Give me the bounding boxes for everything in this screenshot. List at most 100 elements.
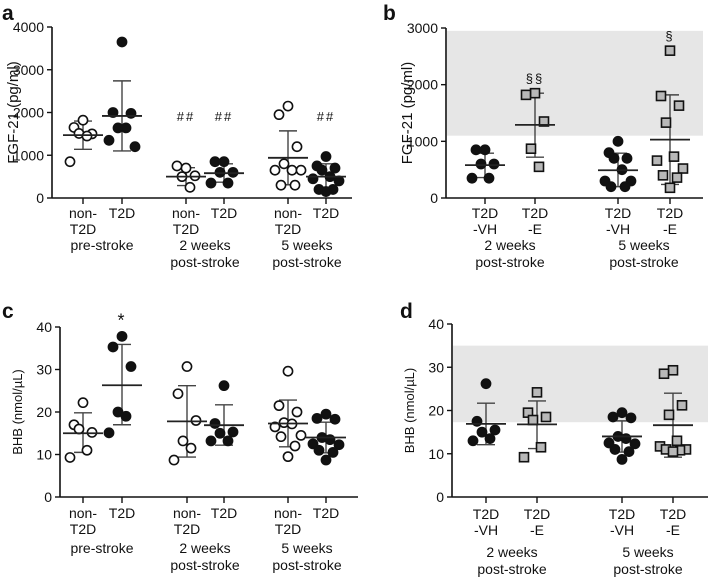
data-point [222,435,234,447]
data-point [222,177,234,189]
data-point [488,158,500,170]
x-tick-label: -VH [474,522,498,538]
x-tick-label: T2D [211,205,237,221]
x-tick-label: non- [173,505,201,521]
data-point [273,109,285,121]
significance-annotation: §§ [526,71,544,86]
group-label: post-stroke [613,561,682,577]
data-point [605,181,617,193]
data-point [120,122,132,134]
data-point [677,163,689,174]
data-point [81,444,93,456]
data-point [214,427,226,439]
data-point [275,431,287,443]
panel-letter: c [2,300,14,323]
data-point [480,378,492,390]
x-tick-label: T2D [211,505,237,521]
y-axis-label: BHB (nmol/µL) [10,369,25,455]
data-point [671,172,683,183]
data-point [540,411,552,423]
x-tick-label: T2D [605,205,631,221]
data-point [320,454,332,466]
x-tick-label: T2D [313,505,339,521]
data-point [209,156,221,168]
data-point [333,175,345,187]
data-point [527,414,539,426]
data-point [520,89,532,101]
data-point [655,90,667,102]
data-point [620,433,632,445]
x-tick-label: T2D [173,221,199,237]
data-point [676,400,688,411]
data-point [663,409,675,421]
y-axis-label: FGF-21 (pg/ml) [5,61,22,164]
y-tick-label: 30 [36,362,52,378]
data-point [466,172,478,184]
data-point [667,364,679,376]
data-point [269,421,281,433]
group-label: 2 weeks [179,540,230,556]
data-point [673,100,685,111]
significance-annotation: * [117,310,126,330]
data-point [327,446,339,458]
x-tick-label: T2D [609,506,635,522]
data-point [282,365,294,377]
x-tick-label: T2D [109,205,135,221]
group-label: 2 weeks [179,237,230,253]
data-point [291,141,303,153]
group-label: post-stroke [477,561,546,577]
data-point [619,181,631,193]
y-tick-label: 10 [36,447,52,463]
data-point [629,438,641,450]
data-point [609,444,621,455]
data-point [112,406,124,418]
data-point [278,158,290,170]
data-point [282,451,294,463]
x-tick-label: non- [274,205,302,221]
data-point [316,164,328,176]
data-point [651,155,663,166]
x-tick-label: T2D [275,221,301,237]
data-point [77,397,89,409]
data-point [185,442,197,454]
data-point [120,410,132,422]
group-label: 5 weeks [281,540,332,556]
x-tick-label: non- [172,205,200,221]
data-point [612,135,624,147]
group-label: 5 weeks [622,544,673,560]
data-point [227,426,239,438]
data-point [616,407,628,419]
y-tick-label: 20 [428,403,444,419]
data-point [181,361,193,372]
data-point [184,181,196,193]
y-axis-label: FGF-21 (pg/ml) [399,62,416,165]
data-point [664,45,676,56]
data-point [608,152,620,164]
y-tick-label: 30 [428,359,444,375]
data-point [607,411,619,423]
reference-band [447,30,703,136]
data-point [168,454,180,466]
x-tick-label: T2D [313,205,339,221]
group-label: post-stroke [170,557,239,573]
data-point [125,361,137,372]
y-tick-label: 0 [44,489,52,505]
data-point [475,158,487,170]
data-point [657,170,669,181]
data-point [103,427,115,439]
group-label: 2 weeks [484,237,535,253]
data-point [623,446,635,457]
data-point [107,341,119,353]
x-tick-label: non- [69,505,97,521]
data-point [205,177,217,189]
data-point [73,423,85,435]
data-point [116,36,128,48]
y-tick-label: 3000 [13,62,44,78]
reference-band [453,345,708,423]
data-point [329,162,341,174]
x-tick-label: non- [274,505,302,521]
data-point [668,151,680,162]
data-point [291,406,303,418]
data-point [64,452,76,463]
